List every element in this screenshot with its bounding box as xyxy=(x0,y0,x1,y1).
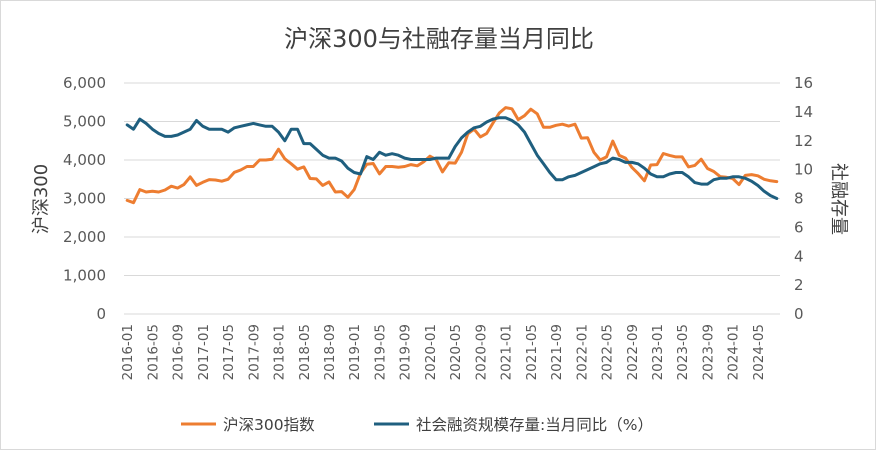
legend-label-hs300: 沪深300指数 xyxy=(223,416,315,434)
x-tick-label: 2016-01 xyxy=(120,324,136,380)
x-tick-label: 2023-05 xyxy=(675,324,691,380)
y-left-tick-label: 5,000 xyxy=(63,113,106,131)
legend-label-tsf: 社会融资规模存量:当月同比（%） xyxy=(416,416,653,434)
left-axis-label: 沪深300 xyxy=(31,164,52,234)
y-left-tick-label: 1,000 xyxy=(63,267,106,285)
x-tick-label: 2022-01 xyxy=(574,324,590,380)
y-right-tick-label: 10 xyxy=(794,161,813,179)
y-right-tick-label: 6 xyxy=(794,218,804,236)
x-tick-label: 2024-05 xyxy=(751,324,767,380)
x-tick-label: 2019-01 xyxy=(347,324,363,380)
y-left-tick-label: 6,000 xyxy=(63,74,106,92)
chart-title: 沪深300与社融存量当月同比 xyxy=(284,25,594,53)
gridlines xyxy=(124,82,780,315)
y-right-tick-label: 16 xyxy=(794,74,813,92)
y-right-tick-label: 2 xyxy=(794,276,804,294)
x-tick-label: 2017-01 xyxy=(196,324,212,380)
x-tick-label: 2020-05 xyxy=(448,324,464,380)
x-tick-label: 2021-09 xyxy=(549,324,565,380)
right-axis-ticks: 0 2 4 6 8 10 12 14 16 xyxy=(794,74,813,323)
series-lines xyxy=(125,106,779,205)
y-left-tick-label: 4,000 xyxy=(63,151,106,169)
y-right-tick-label: 8 xyxy=(794,190,804,208)
x-tick-label: 2024-01 xyxy=(726,324,742,380)
x-tick-label: 2020-09 xyxy=(473,324,489,380)
x-tick-label: 2022-09 xyxy=(625,324,641,380)
y-left-tick-label: 2,000 xyxy=(63,228,106,246)
series-line-tsf xyxy=(125,116,779,200)
y-left-tick-label: 0 xyxy=(96,305,106,323)
y-right-tick-label: 4 xyxy=(794,247,804,265)
x-tick-label: 2020-01 xyxy=(423,324,439,380)
x-tick-label: 2018-09 xyxy=(322,324,338,380)
x-tick-label: 2016-09 xyxy=(171,324,187,380)
x-tick-label: 2019-09 xyxy=(398,324,414,380)
x-tick-label: 2021-05 xyxy=(524,324,540,380)
x-tick-label: 2017-05 xyxy=(221,324,237,380)
x-tick-label: 2019-05 xyxy=(372,324,388,380)
x-axis-ticks: 2016-01 2016-05 2016-09 2017-01 2017-05 2017-… xyxy=(120,324,767,380)
x-tick-label: 2018-05 xyxy=(297,324,313,380)
right-axis-label: 社融存量 xyxy=(828,163,849,235)
left-axis-ticks: 0 1,000 2,000 3,000 4,000 5,000 6,000 xyxy=(63,74,106,323)
x-tick-label: 2017-09 xyxy=(246,324,262,380)
y-right-tick-label: 0 xyxy=(794,305,804,323)
legend: 沪深300指数 社会融资规模存量:当月同比（%） xyxy=(181,416,653,434)
x-tick-label: 2022-05 xyxy=(600,324,616,380)
y-right-tick-label: 14 xyxy=(794,103,813,121)
x-tick-label: 2023-01 xyxy=(650,324,666,380)
x-tick-label: 2016-05 xyxy=(145,324,161,380)
y-left-tick-label: 3,000 xyxy=(63,190,106,208)
x-tick-label: 2021-01 xyxy=(499,324,515,380)
x-tick-label: 2018-01 xyxy=(272,324,288,380)
series-line-hs300 xyxy=(125,106,779,205)
x-tick-label: 2023-09 xyxy=(700,324,716,380)
y-right-tick-label: 12 xyxy=(794,132,813,150)
